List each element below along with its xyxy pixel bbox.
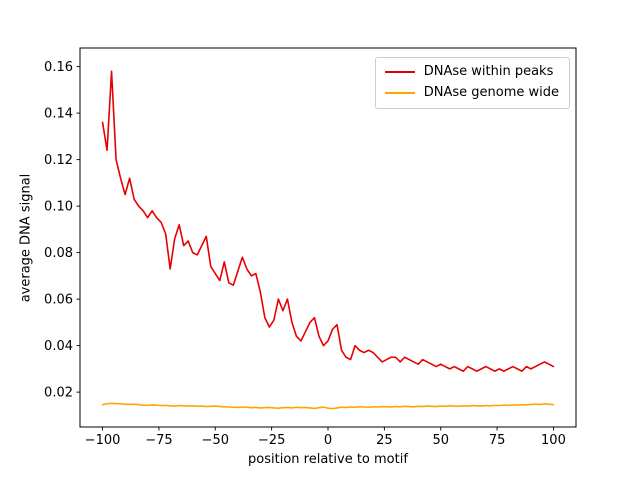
y-tick-label: 0.04 xyxy=(44,339,73,354)
y-axis-label: average DNA signal xyxy=(18,173,34,303)
legend: DNAse within peaks DNAse genome wide xyxy=(374,57,570,109)
x-tick-label: −75 xyxy=(145,433,172,448)
x-tick-label: 100 xyxy=(541,433,566,448)
series-line-0 xyxy=(101,70,555,373)
y-tick-label: 0.02 xyxy=(44,386,73,401)
x-tick-label: 25 xyxy=(376,433,393,448)
series-line-1 xyxy=(101,402,555,410)
y-tick-label: 0.16 xyxy=(44,60,73,75)
orange-line-swatch-icon xyxy=(384,92,415,95)
y-tick-label: 0.14 xyxy=(44,107,73,122)
legend-item-dnase-within-peaks: DNAse within peaks xyxy=(384,64,559,79)
x-axis-label: position relative to motif xyxy=(248,452,408,467)
legend-label: DNAse within peaks xyxy=(423,64,554,79)
legend-label: DNAse genome wide xyxy=(423,85,559,101)
y-tick-label: 0.08 xyxy=(44,246,73,261)
x-tick-label: 0 xyxy=(324,433,332,448)
x-tick-label: 50 xyxy=(432,433,449,448)
x-tick-label: −50 xyxy=(202,433,229,448)
y-tick-label: 0.10 xyxy=(44,200,73,215)
red-line-swatch-icon xyxy=(384,71,415,74)
x-tick-label: 75 xyxy=(489,433,506,448)
x-tick-label: −25 xyxy=(258,433,285,448)
y-tick-label: 0.12 xyxy=(44,153,73,168)
legend-item-dnase-genome-wide: DNAse genome wide xyxy=(384,85,559,101)
x-tick-label: −100 xyxy=(85,433,121,448)
y-tick-label: 0.06 xyxy=(44,293,73,308)
